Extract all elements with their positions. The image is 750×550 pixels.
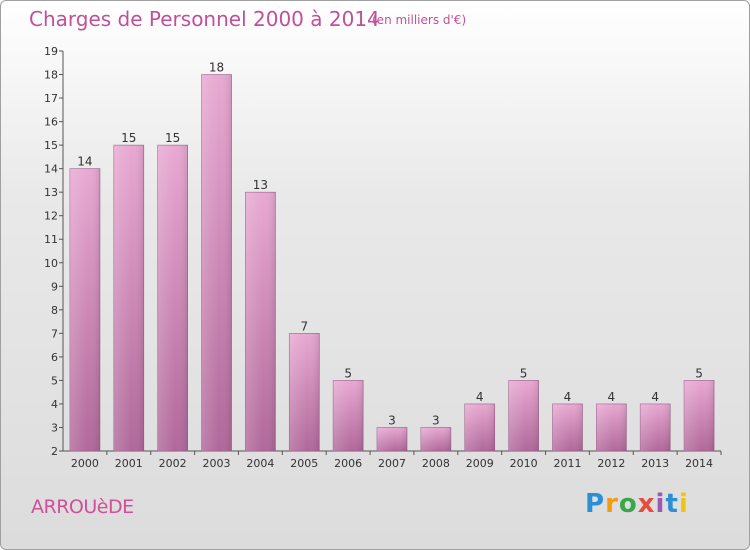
x-tick-label: 2000 (71, 457, 99, 470)
x-axis: 2000 2001 2002 2003 2004 2005 2006 2007 2008 2009… (63, 450, 722, 470)
y-tick-label: 19 (44, 45, 58, 58)
y-axis: 2 3 4 5 6 7 8 9 10 11 12 13 14 15 16 17 18 19 (44, 45, 64, 458)
y-tick-label: 6 (51, 351, 58, 364)
data-label-2002: 15 (165, 131, 180, 145)
data-label-2008: 3 (432, 413, 440, 427)
x-tick-label: 2008 (422, 457, 450, 470)
bar-shade (596, 403, 627, 451)
x-tick-label: 2014 (685, 457, 713, 470)
bar-shade (508, 380, 539, 451)
bar-shade (113, 145, 144, 451)
y-tick-label: 16 (44, 116, 58, 129)
y-tick-label: 14 (44, 163, 58, 176)
logo-letter: i (678, 489, 689, 519)
data-label-2005: 7 (300, 319, 308, 333)
y-tick-label: 4 (51, 398, 58, 411)
data-label-2000: 14 (77, 155, 92, 169)
logo-letter: t (665, 489, 679, 519)
y-tick-label: 8 (51, 304, 58, 317)
data-label-2007: 3 (388, 413, 396, 427)
y-tick-label: 3 (51, 421, 58, 434)
bars (69, 74, 715, 452)
data-label-2004: 13 (253, 178, 268, 192)
y-tick-label: 17 (44, 92, 58, 105)
x-tick-label: 2004 (246, 457, 274, 470)
data-label-2010: 5 (520, 366, 528, 380)
x-tick-label: 2012 (597, 457, 625, 470)
bar-shade (245, 192, 276, 452)
bar-shade (464, 403, 495, 451)
x-tick-label: 2013 (641, 457, 669, 470)
x-tick-label: 2001 (115, 457, 143, 470)
bar-shade (157, 145, 188, 451)
data-labels: 14 15 15 18 13 7 5 3 3 4 5 4 4 4 5 (77, 61, 703, 428)
x-tick-label: 2005 (290, 457, 318, 470)
bar-shade (640, 403, 671, 451)
bar-shade (377, 427, 407, 451)
data-label-2006: 5 (344, 366, 352, 380)
y-tick-label: 13 (44, 186, 58, 199)
y-tick-label: 11 (44, 233, 58, 246)
y-tick-label: 9 (51, 280, 58, 293)
commune-name: ARROUèDE (31, 496, 134, 518)
logo-letter: x (637, 489, 656, 519)
bar-shade (69, 168, 100, 451)
y-tick-label: 15 (44, 139, 58, 152)
y-tick-label: 12 (44, 210, 58, 223)
chart-subtitle: (en milliers d'€) (372, 13, 467, 27)
x-tick-label: 2003 (203, 457, 231, 470)
y-tick-label: 10 (44, 257, 58, 270)
x-tick-label: 2011 (553, 457, 581, 470)
data-label-2001: 15 (121, 131, 136, 145)
proxiti-logo[interactable]: Proxiti (585, 489, 689, 519)
data-label-2003: 18 (209, 61, 224, 75)
data-label-2009: 4 (476, 390, 484, 404)
data-label-2012: 4 (608, 390, 616, 404)
y-tick-label: 2 (51, 445, 58, 458)
bar-shade (201, 74, 232, 451)
bar-shade (420, 427, 451, 451)
chart-title: Charges de Personnel 2000 à 2014 (29, 7, 380, 31)
x-tick-label: 2010 (510, 457, 538, 470)
x-tick-label: 2009 (466, 457, 494, 470)
logo-letter: r (605, 489, 619, 519)
x-tick-label: 2006 (334, 457, 362, 470)
bar-shade (684, 380, 715, 451)
y-tick-label: 5 (51, 374, 58, 387)
logo-letter: P (585, 489, 606, 519)
y-tick-label: 7 (51, 327, 58, 340)
data-label-2011: 4 (564, 390, 572, 404)
y-tick-label: 18 (44, 69, 58, 82)
logo-letter: i (655, 489, 666, 519)
data-label-2014: 5 (695, 366, 703, 380)
bar-shade (552, 403, 583, 451)
data-label-2013: 4 (651, 390, 659, 404)
x-tick-label: 2002 (159, 457, 187, 470)
bar-shade (333, 380, 364, 451)
logo-letter: o (618, 489, 638, 519)
bar-shade (289, 333, 320, 451)
x-tick-label: 2007 (378, 457, 406, 470)
